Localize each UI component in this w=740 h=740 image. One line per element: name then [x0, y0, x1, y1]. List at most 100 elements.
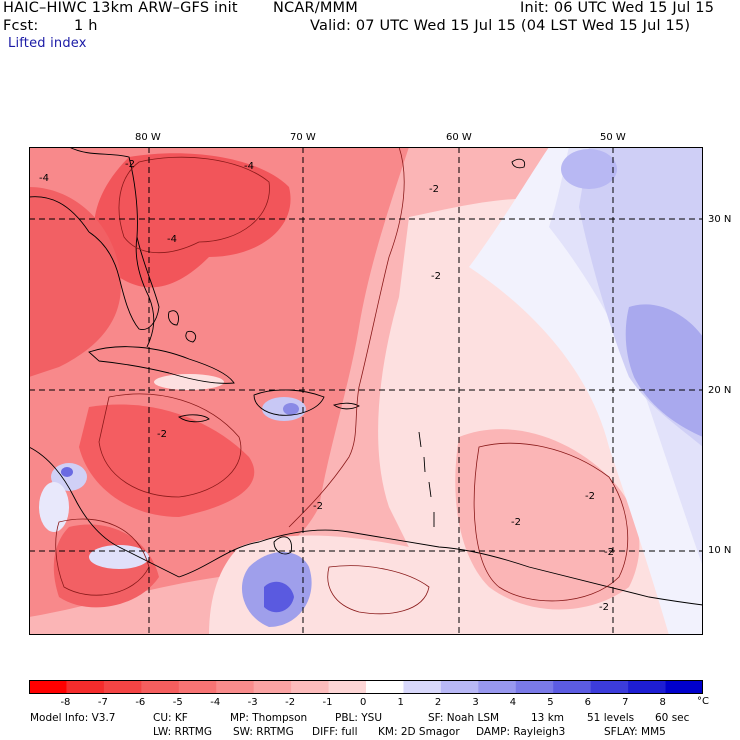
colorbar-swatch	[66, 680, 105, 694]
coast-lake-maracaibo	[273, 536, 292, 555]
field-blue-colombia-core	[264, 581, 294, 613]
field-strong-red-carib	[79, 404, 255, 517]
contour-2-east	[473, 442, 629, 602]
colorbar-tick-label: -7	[97, 697, 108, 708]
fcst-value: 1 h	[74, 18, 98, 34]
coast-bahamas-1	[168, 310, 180, 326]
footer-sw: SW: RRTMG	[233, 726, 294, 738]
field-strong-red-gulf	[29, 187, 121, 377]
contour-label-3: -2	[157, 429, 167, 440]
colorbar-swatch	[515, 680, 554, 694]
contour-2-south	[327, 565, 430, 615]
coast-lesser-antilles	[418, 431, 435, 527]
contour-label-6: -2	[585, 491, 595, 502]
lon-label-80w: 80 W	[135, 132, 161, 143]
colorbar-swatch	[103, 680, 142, 694]
colorbar-unit: °C	[697, 696, 709, 707]
colorbar-tick-label: 7	[622, 697, 629, 708]
map-frame	[29, 147, 703, 635]
colorbar	[29, 680, 703, 694]
init-time: Init: 06 UTC Wed 15 Jul 15	[520, 0, 715, 16]
colorbar-swatch	[29, 680, 67, 694]
field-name: Lifted index	[8, 36, 87, 51]
lon-label-70w: 70 W	[290, 132, 316, 143]
colorbar-tick-label: 2	[434, 697, 442, 708]
contour-2-sw	[55, 518, 150, 596]
colorbar-swatch	[440, 680, 479, 694]
contour-label-7: -2	[599, 602, 609, 613]
contour-label-4: -2	[313, 501, 323, 512]
colorbar-swatch	[291, 680, 330, 694]
coast-hispaniola	[253, 389, 325, 416]
footer-damp: DAMP: Rayleigh3	[476, 726, 566, 738]
field-spot-hispaniola-core	[283, 403, 299, 415]
contour-label-10: -4	[39, 173, 49, 184]
footer-km: KM: 2D Smagor	[378, 726, 460, 738]
coast-cuba	[88, 346, 235, 384]
colorbar-swatch	[328, 680, 367, 694]
colorbar-swatch	[478, 680, 517, 694]
footer-timestep: 60 sec	[655, 712, 690, 724]
colorbar-swatch	[216, 680, 255, 694]
contour-label-9: -4	[167, 234, 177, 245]
field-spot-cuba	[154, 374, 224, 390]
colorbar-tick-label: 0	[360, 697, 367, 708]
org-label: NCAR/MMM	[273, 0, 358, 16]
footer-levels: 51 levels	[587, 712, 635, 724]
footer-resolution: 13 km	[531, 712, 565, 724]
colorbar-tick-label: 4	[509, 697, 517, 708]
colorbar-swatch	[553, 680, 592, 694]
colorbar-swatch	[590, 680, 629, 694]
contour-label-1: -2	[429, 184, 439, 195]
field-spot-ca-core	[61, 467, 73, 477]
coast-florida	[88, 231, 160, 330]
field-blue-blob-n	[561, 149, 617, 189]
colorbar-tick-label: 5	[547, 697, 554, 708]
contour-label-12: -2	[125, 159, 135, 170]
coast-bermuda	[511, 158, 526, 169]
footer-sf: SF: Noah LSM	[428, 712, 500, 724]
footer-diff: DIFF: full	[312, 726, 358, 738]
coast-bahamas-2	[185, 330, 197, 343]
colorbar-tick-label: 6	[584, 697, 592, 708]
colorbar-tick-label: -1	[322, 697, 333, 708]
colorbar-swatch	[366, 680, 404, 694]
footer-cu: CU: KF	[153, 712, 188, 724]
footer-model-info: Model Info: V3.7	[30, 712, 116, 724]
contour-label-8: -2	[604, 547, 614, 558]
coast-south-america	[178, 529, 703, 606]
field-mid-blue-e	[625, 304, 703, 437]
footer-lw: LW: RRTMG	[153, 726, 212, 738]
colorbar-swatch	[665, 680, 703, 694]
lat-label-10n: 10 N	[708, 545, 732, 556]
footer-sflay: SFLAY: MM5	[604, 726, 666, 738]
contour-label-2: -2	[431, 271, 441, 282]
valid-time: Valid: 07 UTC Wed 15 Jul 15 (04 LST Wed …	[310, 18, 691, 34]
footer-pbl: PBL: YSU	[335, 712, 383, 724]
colorbar-tick-label: -4	[210, 697, 221, 708]
coast-us-southeast	[68, 147, 155, 348]
colorbar-swatch	[141, 680, 180, 694]
field-spot-ca	[51, 463, 87, 491]
lon-label-60w: 60 W	[446, 132, 472, 143]
colorbar-tick-label: 8	[659, 697, 666, 708]
colorbar-tick-label: -8	[60, 697, 71, 708]
lat-label-20n: 20 N	[708, 385, 732, 396]
lon-label-50w: 50 W	[600, 132, 626, 143]
coast-puerto-rico	[332, 402, 360, 410]
contour-label-11: -4	[244, 161, 254, 172]
colorbar-swatch	[253, 680, 292, 694]
contour-2-north	[288, 147, 405, 528]
coast-gulf	[29, 196, 90, 233]
colorbar-tick-label: -5	[172, 697, 183, 708]
coast-jamaica	[178, 414, 210, 423]
contour-2-carib	[98, 393, 242, 498]
colorbar-tick-label: 1	[397, 697, 404, 708]
colorbar-swatch	[178, 680, 217, 694]
fcst-label: Fcst:	[3, 18, 39, 34]
colorbar-tick-label: -6	[135, 697, 146, 708]
colorbar-tick-label: 3	[472, 697, 479, 708]
field-spot-w	[39, 482, 69, 532]
model-title: HAIC–HIWC 13km ARW–GFS init	[3, 0, 238, 16]
colorbar-tick-label: -3	[247, 697, 258, 708]
